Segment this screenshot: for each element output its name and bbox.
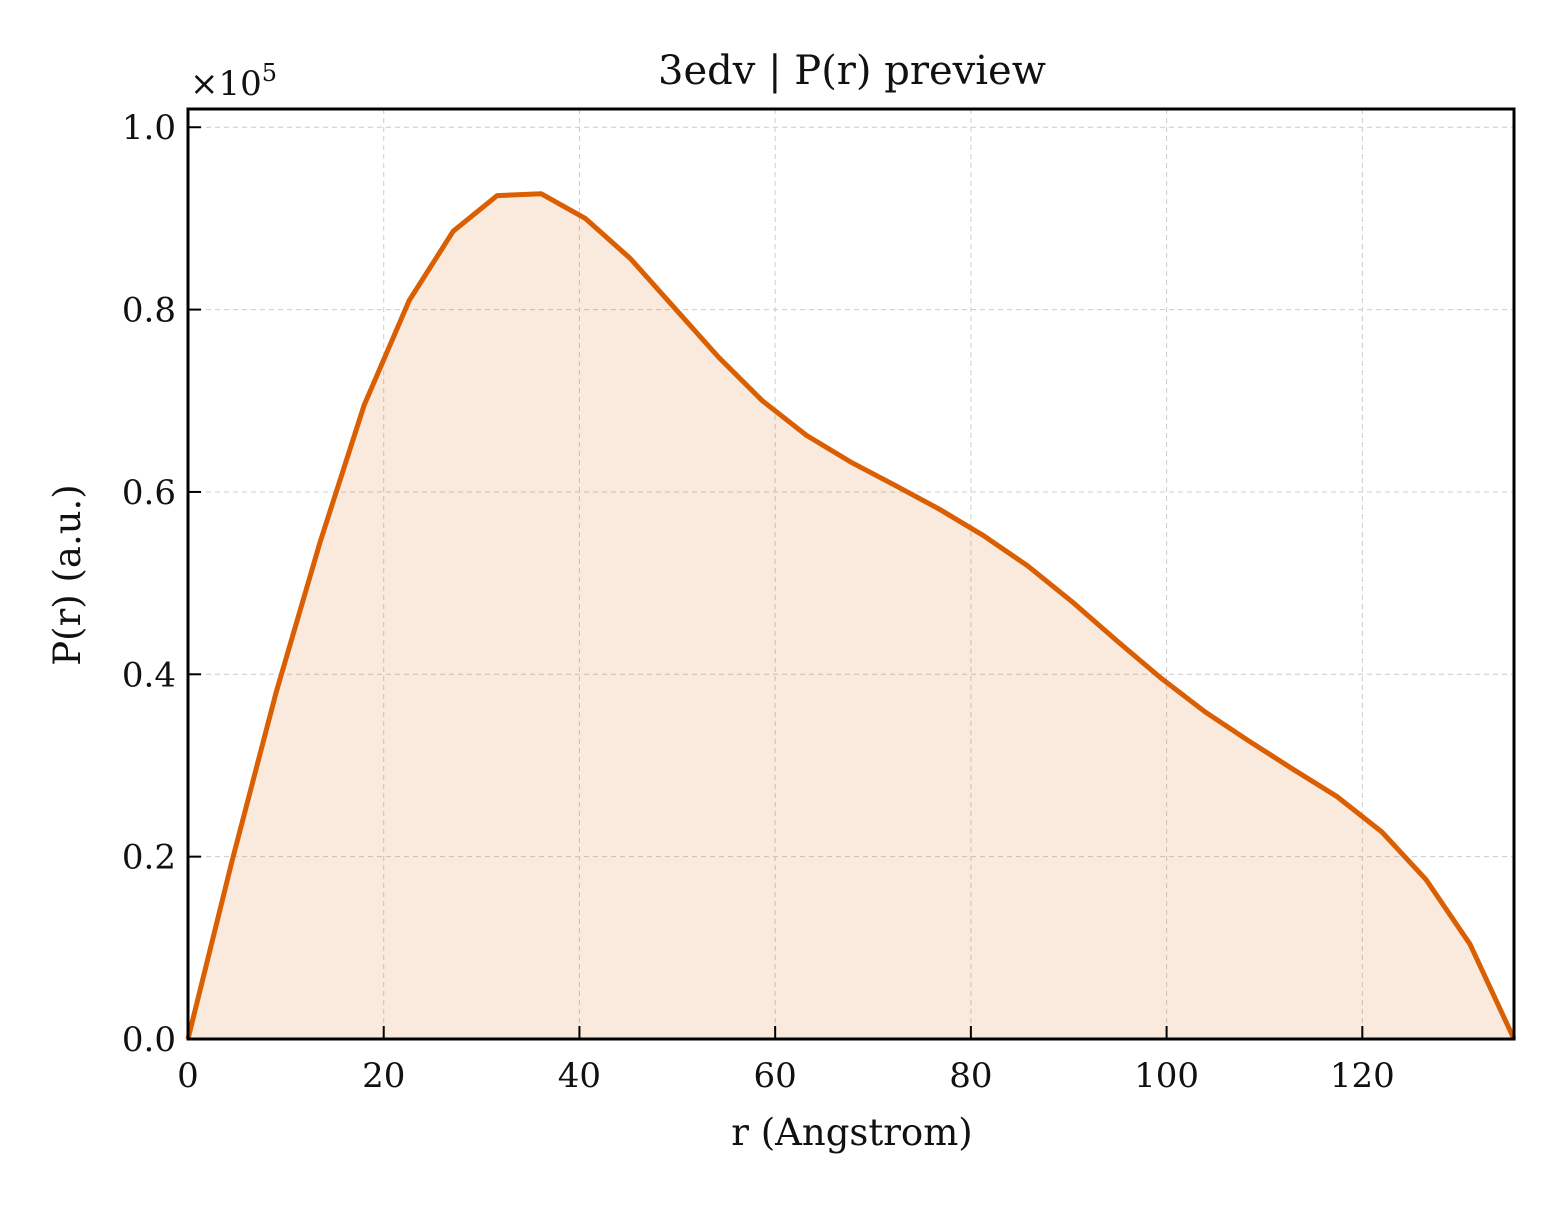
- axis-ticks: [187, 126, 1364, 1040]
- y-tick-label: 0.4: [122, 655, 176, 695]
- y-axis-label: P(r) (a.u.): [46, 484, 89, 666]
- x-tick-label: 80: [949, 1056, 992, 1096]
- y-tick-label: 0.2: [122, 838, 176, 878]
- y-multiplier: ×105: [190, 59, 277, 104]
- y-multiplier-base: ×10: [190, 64, 262, 104]
- x-axis-label: r (Angstrom): [731, 1111, 972, 1154]
- series-area-fill: [188, 193, 1514, 1040]
- x-tick-label: 60: [754, 1056, 797, 1096]
- x-tick-labels: 0 20 40 60 80 100 120: [177, 1056, 1395, 1096]
- x-tick-label: 20: [362, 1056, 405, 1096]
- x-tick-label: 40: [558, 1056, 601, 1096]
- chart-title: 3edv | P(r) preview: [658, 48, 1046, 94]
- y-tick-label: 0.6: [122, 473, 176, 513]
- plot-frame: [186, 107, 1516, 1041]
- y-tick-label: 0.8: [122, 291, 176, 331]
- y-tick-label: 0.0: [122, 1020, 176, 1060]
- grid: [188, 109, 1514, 1039]
- y-tick-labels: 0.0 0.2 0.4 0.6 0.8 1.0: [122, 108, 176, 1060]
- x-tick-label: 100: [1134, 1056, 1199, 1096]
- x-tick-label: 0: [177, 1056, 199, 1096]
- series-line: [185, 191, 1517, 1041]
- y-multiplier-exponent: 5: [262, 59, 277, 87]
- x-tick-label: 120: [1330, 1056, 1395, 1096]
- y-tick-label: 1.0: [122, 108, 176, 148]
